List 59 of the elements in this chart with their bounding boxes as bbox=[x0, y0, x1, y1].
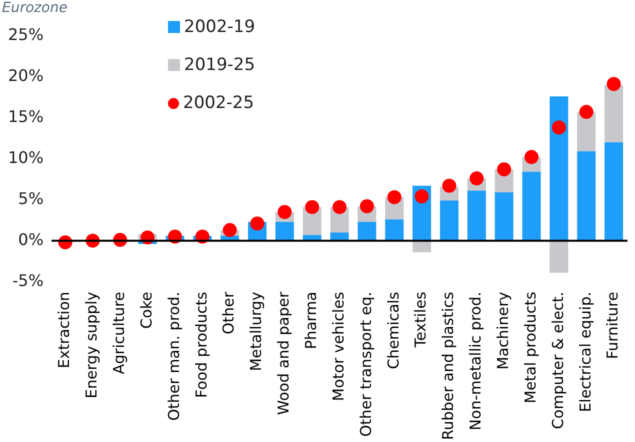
bar bbox=[467, 190, 486, 241]
x-tick-label: Energy supply bbox=[82, 292, 101, 398]
legend-label: 2019-25 bbox=[184, 54, 256, 77]
x-tick-label: Motor vehicles bbox=[329, 292, 348, 402]
bar bbox=[275, 222, 294, 241]
bar bbox=[550, 240, 568, 273]
legend-label: 2002-25 bbox=[183, 92, 254, 115]
x-tick-label: Metallurgy bbox=[247, 292, 266, 372]
x-tick-label: Computer & elect. bbox=[548, 292, 567, 430]
x-tick-label: Rubber and plastics bbox=[439, 292, 458, 440]
legend-label: 2002-19 bbox=[184, 16, 256, 39]
x-tick-label: Extraction bbox=[55, 292, 74, 368]
x-tick-label: Coke bbox=[137, 292, 156, 329]
x-tick-label: Other man. prod. bbox=[164, 292, 183, 421]
y-tick-label: 15% bbox=[8, 106, 44, 126]
bar bbox=[358, 222, 376, 241]
x-tick-label: Metal products bbox=[521, 292, 540, 404]
y-tick-label: -5% bbox=[12, 270, 44, 290]
x-tick-label: Other bbox=[220, 290, 238, 334]
bar bbox=[494, 192, 514, 241]
x-tick-label: Non-metallic prod. bbox=[466, 292, 485, 430]
bar bbox=[412, 240, 432, 252]
x-tick-label: Textiles bbox=[412, 292, 430, 348]
bar bbox=[385, 219, 404, 241]
bar bbox=[440, 200, 458, 241]
point bbox=[222, 223, 237, 238]
point bbox=[360, 199, 374, 214]
point bbox=[414, 189, 429, 204]
chart-title: Eurozone bbox=[2, 0, 68, 16]
bar bbox=[522, 172, 541, 241]
bar bbox=[604, 84, 624, 142]
point bbox=[606, 77, 621, 92]
point bbox=[442, 178, 456, 193]
y-tick-label: 0% bbox=[18, 230, 44, 249]
bar bbox=[577, 151, 596, 241]
point bbox=[579, 104, 594, 119]
y-tick-label: 20% bbox=[8, 66, 44, 85]
point bbox=[332, 200, 347, 214]
point bbox=[250, 216, 264, 230]
x-tick-label: Chemicals bbox=[384, 292, 402, 370]
bar bbox=[604, 142, 624, 241]
y-tick-label: 10% bbox=[8, 148, 44, 167]
point bbox=[305, 200, 320, 214]
point bbox=[552, 120, 566, 134]
point bbox=[387, 190, 402, 204]
x-tick-label: Wood and paper bbox=[274, 290, 293, 415]
point bbox=[497, 162, 512, 176]
bar bbox=[550, 96, 568, 241]
x-tick-label: Agriculture bbox=[110, 292, 128, 374]
x-tick-label: Food products bbox=[192, 292, 210, 398]
x-tick-label: Other transport eq. bbox=[356, 292, 375, 437]
y-tick-label: 5% bbox=[18, 188, 44, 208]
x-tick-label: Electrical equip. bbox=[576, 292, 594, 412]
x-tick-label: Machinery bbox=[494, 292, 512, 370]
x-tick-label: Furniture bbox=[604, 292, 622, 360]
point bbox=[278, 205, 292, 220]
point bbox=[470, 171, 484, 186]
x-tick-label: Pharma bbox=[302, 292, 320, 350]
y-tick-label: 25% bbox=[8, 24, 44, 44]
